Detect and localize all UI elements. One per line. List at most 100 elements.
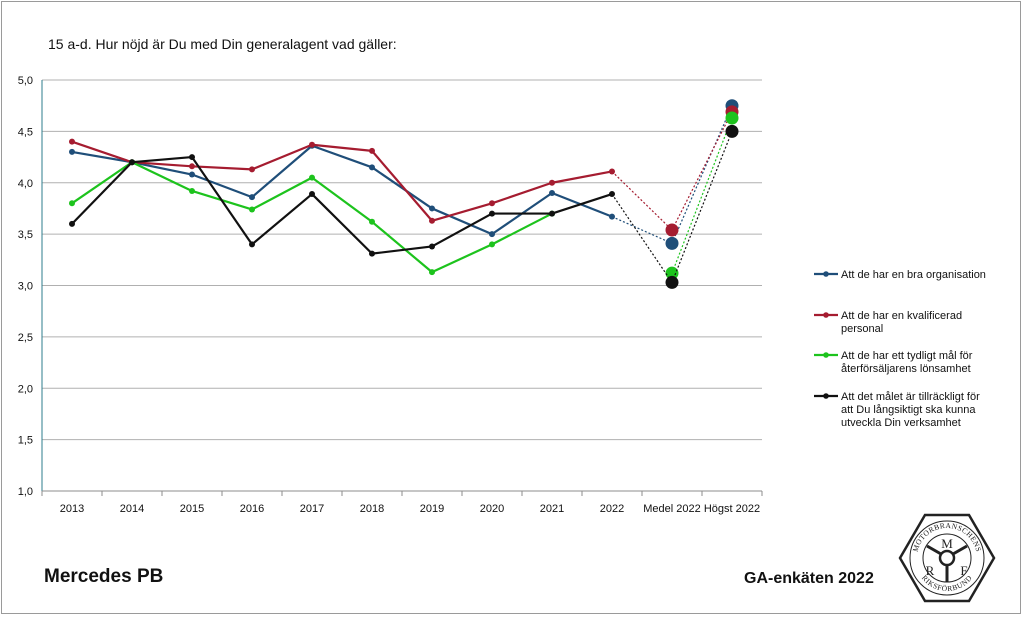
data-point bbox=[189, 187, 195, 194]
legend-swatch-marker bbox=[823, 271, 829, 277]
data-point bbox=[369, 147, 375, 154]
axes bbox=[41, 80, 763, 496]
x-tick-label: Medel 2022 bbox=[643, 503, 701, 515]
x-tick-label: 2013 bbox=[60, 503, 84, 515]
data-point bbox=[489, 200, 495, 207]
data-point bbox=[549, 179, 555, 186]
summary-point bbox=[725, 111, 739, 125]
data-point bbox=[609, 213, 615, 220]
y-tick-label: 1,0 bbox=[18, 486, 33, 498]
data-point bbox=[489, 231, 495, 238]
series-line bbox=[71, 140, 613, 222]
legend-label: Att de har en kvalificerad personal bbox=[841, 310, 962, 335]
y-tick-label: 3,0 bbox=[18, 281, 33, 293]
x-tick-label: 2015 bbox=[180, 503, 204, 515]
y-tick-label: 5,0 bbox=[18, 75, 33, 87]
dotted-connector bbox=[611, 193, 673, 283]
data-point bbox=[429, 243, 435, 250]
data-point bbox=[249, 241, 255, 248]
legend-swatch-marker bbox=[823, 352, 829, 358]
dotted-connector bbox=[611, 171, 673, 231]
series-2 bbox=[69, 111, 739, 280]
legend-item-2: Att de har ett tydligt mål för återförsäl… bbox=[814, 350, 973, 375]
y-tick-label: 2,0 bbox=[18, 383, 33, 395]
y-tick-label: 2,5 bbox=[18, 332, 33, 344]
x-tick-label: 2017 bbox=[300, 503, 324, 515]
data-point bbox=[369, 250, 375, 257]
grid-lines bbox=[42, 79, 762, 441]
survey-label: GA-enkäten 2022 bbox=[744, 570, 874, 587]
logo-letter-f: F bbox=[960, 563, 967, 578]
series-group bbox=[69, 99, 739, 289]
logo-letter-r: R bbox=[926, 563, 935, 578]
data-point bbox=[69, 138, 75, 145]
data-point bbox=[549, 210, 555, 217]
x-tick-label: 2018 bbox=[360, 503, 384, 515]
data-point bbox=[429, 269, 435, 276]
x-tick-label: 2022 bbox=[600, 503, 624, 515]
dotted-connector bbox=[671, 111, 733, 231]
x-tick-label: Högst 2022 bbox=[704, 503, 760, 515]
data-point bbox=[69, 148, 75, 155]
brand-label: Mercedes PB bbox=[44, 566, 164, 587]
data-point bbox=[309, 141, 315, 148]
x-tick-label: 2014 bbox=[120, 503, 144, 515]
x-tick-label: 2019 bbox=[420, 503, 444, 515]
y-tick-label: 1,5 bbox=[18, 435, 33, 447]
data-point bbox=[69, 220, 75, 227]
data-point bbox=[549, 190, 555, 197]
legend-item-0: Att de har en bra organisation bbox=[814, 269, 986, 281]
summary-point bbox=[665, 236, 679, 250]
data-point bbox=[489, 210, 495, 217]
series-1 bbox=[69, 105, 739, 237]
data-point bbox=[309, 191, 315, 198]
data-point bbox=[609, 191, 615, 198]
legend-label: Att det målet är tillräckligt för att Du … bbox=[841, 391, 980, 429]
data-point bbox=[129, 159, 135, 166]
data-point bbox=[189, 171, 195, 178]
data-point bbox=[249, 166, 255, 173]
series-3 bbox=[69, 124, 739, 289]
summary-point bbox=[665, 223, 679, 237]
x-tick-label: 2021 bbox=[540, 503, 564, 515]
y-tick-labels: 1,0 1,5 2,0 2,5 3,0 3,5 4,0 4,5 5,0 bbox=[18, 75, 33, 498]
dotted-connector bbox=[671, 105, 733, 244]
legend-swatch-marker bbox=[823, 393, 829, 399]
logo-letter-m: M bbox=[941, 536, 953, 551]
data-point bbox=[429, 205, 435, 212]
x-tick-label: 2016 bbox=[240, 503, 264, 515]
dotted-connector bbox=[671, 131, 733, 283]
data-point bbox=[249, 206, 255, 213]
summary-point bbox=[725, 124, 739, 138]
data-point bbox=[189, 154, 195, 161]
legend-label: Att de har en bra organisation bbox=[841, 269, 986, 281]
summary-point bbox=[665, 266, 679, 280]
summary-point bbox=[665, 275, 679, 289]
series-line bbox=[71, 155, 613, 255]
data-point bbox=[249, 194, 255, 201]
chart-title: 15 a-d. Hur nöjd är Du med Din generalag… bbox=[48, 36, 397, 52]
mrf-logo: MOTORBRANSCHENS RIKSFÖRBUND M R F bbox=[898, 513, 996, 603]
legend-item-3: Att det målet är tillräckligt för att Du … bbox=[814, 391, 980, 429]
data-point bbox=[369, 164, 375, 171]
x-tick-labels: 2013 2014 2015 2016 2017 2018 2019 2020 2021 2022… bbox=[60, 503, 760, 515]
data-point bbox=[369, 218, 375, 225]
data-point bbox=[489, 241, 495, 248]
series-0 bbox=[69, 99, 739, 250]
x-tick-label: 2020 bbox=[480, 503, 504, 515]
data-point bbox=[189, 163, 195, 170]
data-point bbox=[309, 174, 315, 181]
data-point bbox=[69, 200, 75, 207]
legend-item-1: Att de har en kvalificerad personal bbox=[814, 310, 962, 335]
y-tick-label: 3,5 bbox=[18, 229, 33, 241]
legend-label: Att de har ett tydligt mål för återförsäl… bbox=[841, 350, 973, 375]
data-point bbox=[609, 168, 615, 175]
y-tick-label: 4,0 bbox=[18, 178, 33, 190]
legend: Att de har en bra organisation Att de har… bbox=[814, 269, 986, 429]
y-tick-label: 4,5 bbox=[18, 126, 33, 138]
dotted-connector bbox=[671, 117, 733, 274]
dotted-connector bbox=[611, 216, 673, 244]
data-point bbox=[429, 217, 435, 224]
